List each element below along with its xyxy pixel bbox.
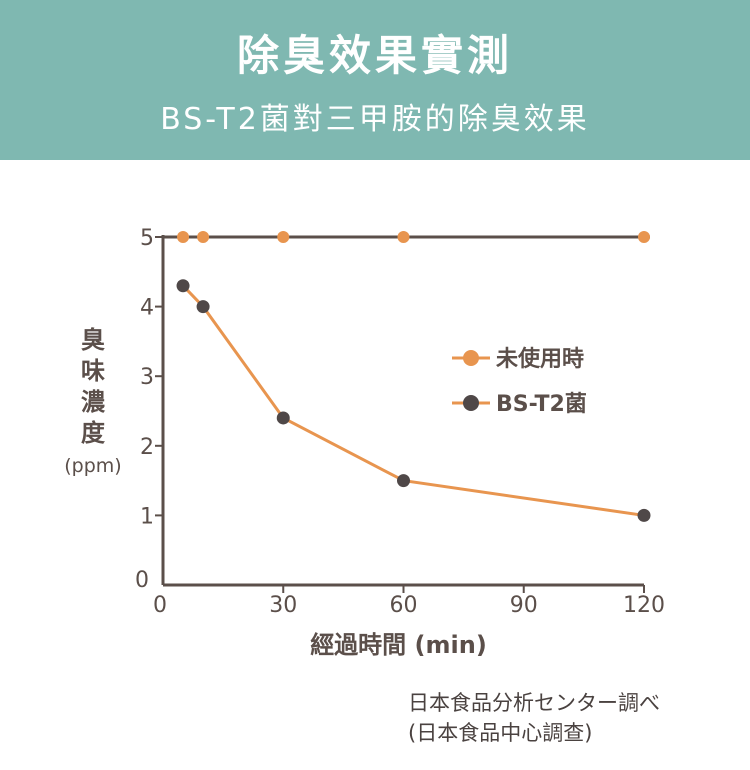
y-tick-label: 3	[140, 365, 154, 390]
series-bst2-point	[397, 474, 410, 488]
series-untreated-point	[638, 231, 650, 243]
y-tick-label: 4	[140, 296, 154, 321]
series-bst2-point	[196, 300, 210, 314]
legend-untreated-label: 未使用時	[496, 347, 584, 372]
legend-untreated-marker	[463, 350, 479, 366]
series-untreated-point	[277, 231, 290, 243]
y-axis-label: 臭味濃度 (ppm)	[58, 325, 128, 482]
source-line-1: 日本食品分析センター調べ	[408, 691, 660, 715]
page-title: 除臭效果實測	[236, 31, 513, 80]
series-bst2-point	[637, 508, 651, 522]
x-tick-label: 90	[510, 593, 538, 618]
source-line-2: (日本食品中心調查)	[408, 721, 593, 745]
x-tick-label: 30	[269, 593, 297, 618]
x-tick-label: 0	[153, 593, 167, 618]
y-axis-label-text: 臭味濃度	[81, 326, 105, 447]
y-axis-unit: (ppm)	[64, 455, 122, 477]
y-tick-label: 2	[140, 435, 154, 460]
y-tick-label: 1	[140, 504, 154, 529]
legend-bst2-marker	[463, 395, 479, 411]
legend-bst2-label: BS-T2菌	[496, 392, 587, 417]
x-tick-label: 120	[623, 593, 665, 618]
header-banner: 除臭效果實測 BS-T2菌對三甲胺的除臭效果	[0, 0, 750, 160]
series-bst2-point	[176, 279, 190, 293]
page-subtitle: BS-T2菌對三甲胺的除臭效果	[160, 102, 590, 137]
x-axis-label: 經過時間 (min)	[310, 631, 487, 659]
x-tick-label: 60	[390, 593, 418, 618]
y-tick-label: 5	[140, 226, 154, 251]
series-untreated-point	[177, 231, 190, 243]
y-tick-label: 0	[135, 568, 149, 593]
source-note: 日本食品分析センター調べ (日本食品中心調查)	[408, 688, 660, 748]
series-bst2-point	[276, 411, 290, 425]
series-untreated-point	[197, 231, 210, 243]
series-untreated-point	[397, 231, 410, 243]
